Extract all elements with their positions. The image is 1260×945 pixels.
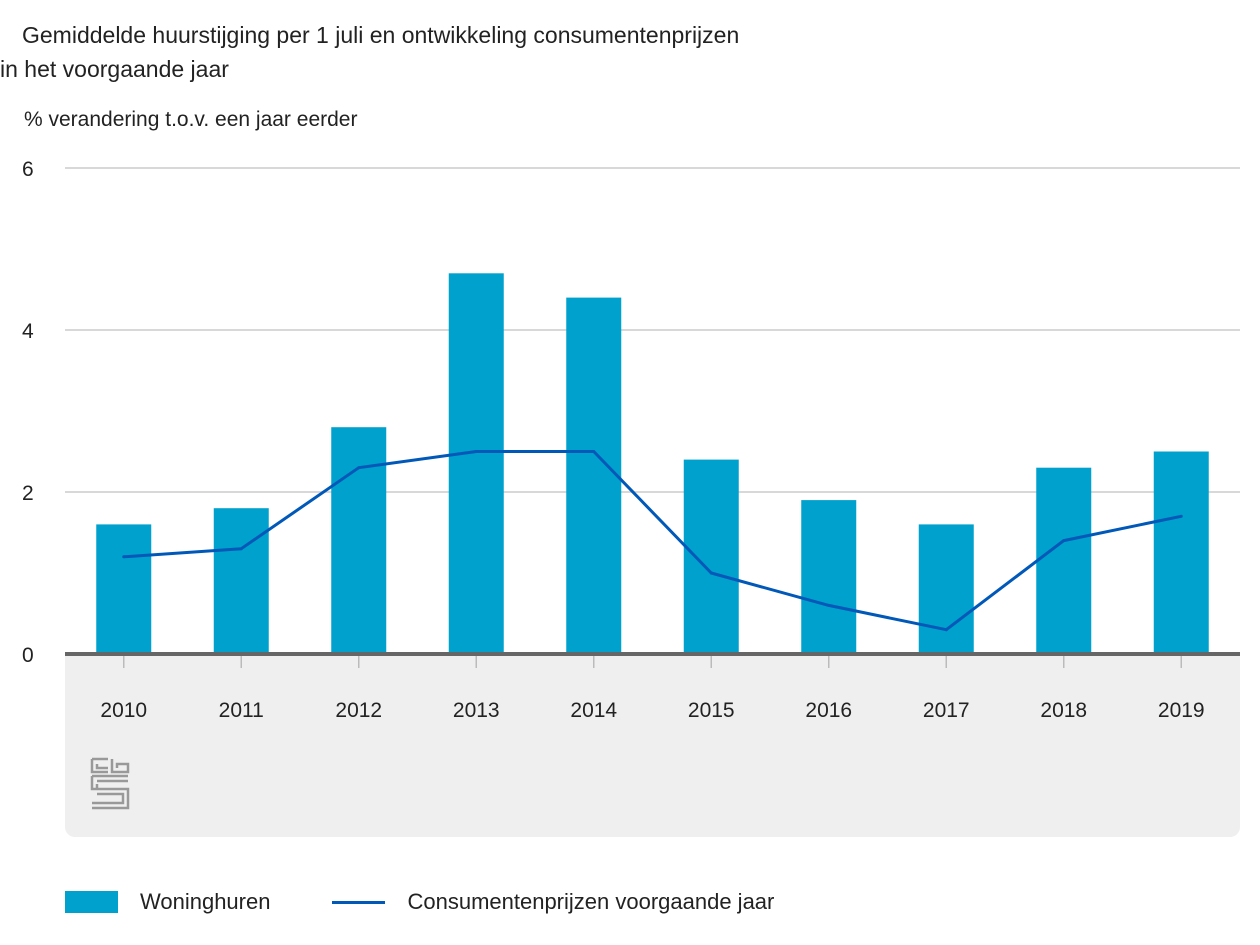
cbs-logo [90, 757, 130, 810]
x-tick-label-2011: 2011 [219, 699, 264, 722]
x-tick-label-2019: 2019 [1158, 699, 1205, 722]
x-tick-label-2017: 2017 [923, 699, 970, 722]
x-tick-label-2012: 2012 [335, 699, 382, 722]
point-consumentenprijzen-2017 [944, 628, 948, 632]
bar-woninghuren-2011 [213, 508, 269, 654]
x-tick-label-2014: 2014 [570, 699, 617, 722]
chart-title-line-2: in het voorgaande jaar [0, 56, 229, 82]
x-tick-label-2015: 2015 [688, 699, 735, 722]
y-tick-label-0: 0 [22, 644, 34, 667]
legend-swatch-line [332, 900, 386, 904]
point-consumentenprijzen-2014 [592, 450, 596, 453]
point-consumentenprijzen-2010 [122, 555, 126, 559]
point-consumentenprijzen-2011 [239, 547, 243, 551]
legend-label-consumentenprijzen: Consumentenprijzen voorgaande jaar [407, 889, 775, 914]
bar-woninghuren-2016 [801, 500, 857, 654]
y-tick-label-4: 4 [22, 320, 34, 343]
legend-item-consumentenprijzen: Consumentenprijzen voorgaande jaar [332, 889, 774, 915]
chart-title: Gemiddelde huurstijging per 1 juli en on… [0, 18, 900, 86]
chart-title-line-1: Gemiddelde huurstijging per 1 juli en on… [22, 22, 740, 48]
point-consumentenprijzen-2016 [827, 603, 831, 607]
y-tick-label-6: 6 [22, 158, 34, 181]
x-tick-label-2018: 2018 [1040, 699, 1087, 722]
bar-woninghuren-2015 [683, 459, 739, 654]
point-consumentenprijzen-2015 [709, 571, 713, 575]
x-tick-label-2016: 2016 [805, 699, 852, 722]
point-consumentenprijzen-2018 [1062, 539, 1066, 543]
x-tick-label-2013: 2013 [453, 699, 500, 722]
bar-woninghuren-2013 [448, 273, 504, 654]
x-axis-panel [65, 654, 1240, 837]
legend-swatch-bar [65, 891, 118, 913]
bar-woninghuren-2012 [331, 427, 387, 654]
bar-woninghuren-2014 [566, 297, 622, 654]
y-axis-label: % verandering t.o.v. een jaar eerder [24, 108, 358, 131]
y-tick-label-2: 2 [22, 482, 34, 505]
bar-woninghuren-2010 [96, 524, 152, 654]
legend-label-woninghuren: Woninghuren [140, 889, 271, 914]
legend: Woninghuren Consumentenprijzen voorgaand… [65, 882, 836, 922]
point-consumentenprijzen-2019 [1179, 514, 1183, 518]
x-tick-label-2010: 2010 [100, 699, 147, 722]
legend-item-woninghuren: Woninghuren [65, 889, 270, 915]
line-consumentenprijzen [123, 450, 1182, 632]
bar-woninghuren-2017 [918, 524, 974, 654]
bar-woninghuren-2018 [1036, 467, 1092, 654]
point-consumentenprijzen-2013 [474, 450, 478, 453]
bar-woninghuren-2019 [1153, 451, 1209, 654]
point-consumentenprijzen-2012 [357, 466, 361, 470]
